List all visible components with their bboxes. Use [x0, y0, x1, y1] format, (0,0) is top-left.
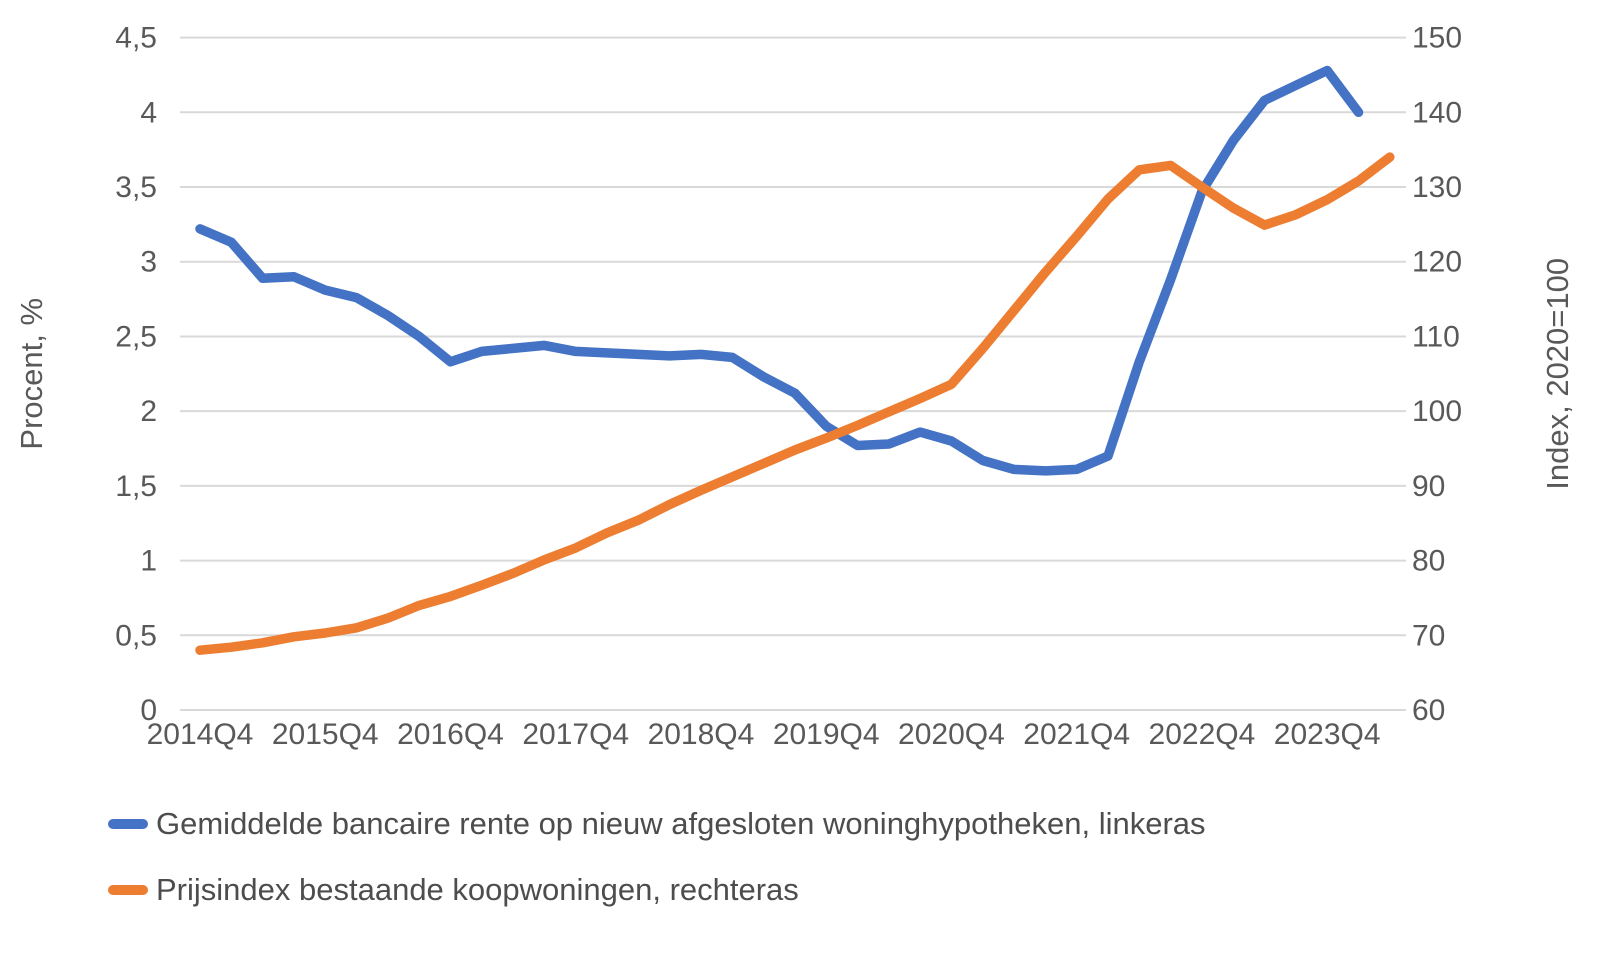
x-axis-tick-label: 2015Q4	[272, 718, 379, 751]
right-axis-tick-label: 140	[1412, 96, 1462, 129]
right-axis-tick-label: 110	[1412, 320, 1460, 353]
right-axis-title: Index, 2020=100	[1540, 258, 1575, 490]
legend-label-prijsindex: Prijsindex bestaande koopwoningen, recht…	[156, 872, 799, 907]
left-axis-tick-label: 4,5	[115, 22, 157, 55]
x-axis-tick-label: 2014Q4	[147, 718, 254, 751]
left-axis-tick-label: 4	[140, 96, 157, 129]
legend-swatch-prijsindex	[108, 885, 148, 895]
right-axis-tick-label: 90	[1412, 470, 1445, 503]
legend: Gemiddelde bancaire rente op nieuw afges…	[108, 806, 1206, 908]
legend-swatch-rente	[108, 819, 148, 829]
right-axis-tick-label: 130	[1412, 171, 1462, 204]
left-axis-tick-label: 2,5	[115, 320, 157, 353]
left-axis-tick-label: 0,5	[115, 619, 157, 652]
series-line-prijsindex	[195, 152, 1395, 655]
right-axis-tick-label: 80	[1412, 545, 1445, 578]
legend-label-rente: Gemiddelde bancaire rente op nieuw afges…	[156, 806, 1206, 841]
legend-item-prijsindex: Prijsindex bestaande koopwoningen, recht…	[108, 872, 1206, 908]
right-axis-tick-label: 150	[1412, 22, 1462, 55]
x-axis-tick-label: 2020Q4	[898, 718, 1005, 751]
left-axis-tick-label: 3,5	[115, 171, 157, 204]
left-axis-title: Procent, %	[14, 298, 49, 450]
x-axis-tick-label: 2017Q4	[522, 718, 629, 751]
right-axis-tick-label: 70	[1412, 619, 1445, 652]
series-line-rente	[195, 65, 1364, 476]
right-axis-tick-label: 120	[1412, 246, 1462, 279]
x-axis-tick-label: 2018Q4	[648, 718, 755, 751]
x-axis-tick-label: 2019Q4	[773, 718, 880, 751]
x-axis-tick-label: 2016Q4	[397, 718, 504, 751]
x-axis-tick-label: 2021Q4	[1023, 718, 1130, 751]
left-axis-tick-label: 1	[140, 545, 157, 578]
left-axis-tick-label: 0	[140, 694, 157, 727]
left-axis-tick-label: 2	[140, 395, 157, 428]
right-axis-tick-label: 60	[1412, 694, 1445, 727]
left-axis-tick-label: 1,5	[115, 470, 157, 503]
legend-item-rente: Gemiddelde bancaire rente op nieuw afges…	[108, 806, 1206, 842]
x-axis-tick-label: 2022Q4	[1149, 718, 1256, 751]
right-axis-tick-label: 100	[1412, 395, 1462, 428]
left-axis-tick-label: 3	[140, 246, 157, 279]
x-axis-tick-label: 2023Q4	[1274, 718, 1381, 751]
